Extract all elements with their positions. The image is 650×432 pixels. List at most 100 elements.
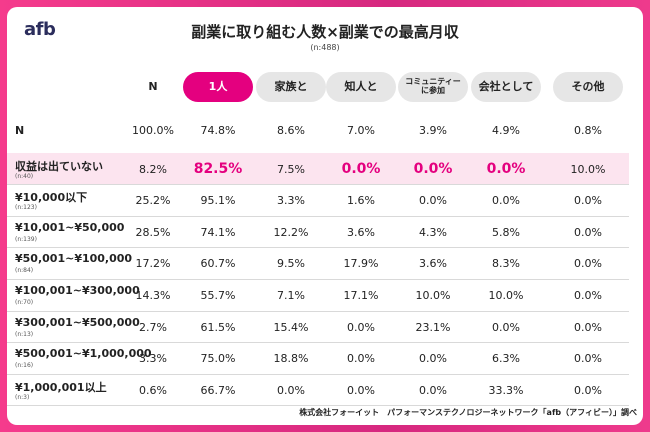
cell: 0.0% <box>492 320 520 334</box>
row-n: (n:123) <box>15 204 37 212</box>
column-header: その他 <box>553 72 623 102</box>
cell: 3.6% <box>347 225 375 239</box>
row-separator <box>7 215 629 217</box>
cell: 15.4% <box>273 320 309 334</box>
cell: 0.0% <box>574 383 602 397</box>
cell: 14.3% <box>135 289 171 302</box>
cell: 0.0% <box>574 320 602 334</box>
cell: 0.0% <box>413 160 453 177</box>
card: afb 副業に取り組む人数×副業での最高月収 (n:488) 株式会社フォーイッ… <box>7 7 643 425</box>
row-label: ¥10,000以下 <box>15 191 88 205</box>
row-n: (n:84) <box>15 267 34 275</box>
cell: 74.8% <box>200 124 236 137</box>
row-n: (n:40) <box>15 172 34 180</box>
cell: 23.1% <box>415 320 451 334</box>
cell: 0.0% <box>341 160 381 177</box>
subtitle: (n:488) <box>310 43 340 52</box>
cell: 74.1% <box>200 225 236 239</box>
cell: 0.0% <box>574 257 602 271</box>
cell: 17.2% <box>135 257 171 271</box>
column-header: 会社として <box>471 72 541 102</box>
row-label: ¥300,001~¥500,000 <box>15 315 140 329</box>
row-n: (n:139) <box>15 235 37 243</box>
footer: 株式会社フォーイット パフォーマンステクノロジーネットワーク「afb（アフィビー… <box>299 408 637 417</box>
cell: 1.6% <box>347 194 375 208</box>
row-label: ¥50,001~¥100,000 <box>15 252 133 266</box>
cell: 8.6% <box>277 124 305 137</box>
cell: 82.5% <box>193 160 243 177</box>
row-separator <box>7 405 629 407</box>
column-header: コミュニティー に参加 <box>398 72 468 102</box>
cell: 100.0% <box>132 124 174 137</box>
row-label: ¥500,001~¥1,000,000 <box>15 347 152 361</box>
cell: 10.0% <box>570 162 606 176</box>
cell: 7.1% <box>277 289 305 302</box>
cell: 0.0% <box>492 194 520 208</box>
cell: 12.2% <box>273 225 309 239</box>
row-n: (n:70) <box>15 299 34 306</box>
cell: 0.0% <box>574 352 602 366</box>
cell: 0.0% <box>574 289 602 302</box>
row-label: ¥10,001~¥50,000 <box>15 220 125 234</box>
cell: 25.2% <box>135 194 171 208</box>
cell: 9.5% <box>277 257 305 271</box>
cell: 3.9% <box>419 124 447 137</box>
cell: 0.0% <box>486 160 526 177</box>
cell: 6.3% <box>492 352 520 366</box>
row-n: (n:13) <box>15 330 34 338</box>
cell: 66.7% <box>200 383 236 397</box>
cell: 33.3% <box>488 383 524 397</box>
column-header: N <box>148 79 158 93</box>
cell: 3.6% <box>419 257 447 271</box>
row-separator <box>7 310 629 312</box>
row-n: (n:16) <box>15 362 34 370</box>
cell: 5.8% <box>492 225 520 239</box>
row-label: N <box>15 124 25 137</box>
cell: 75.0% <box>200 352 236 366</box>
row-separator <box>7 247 629 249</box>
cell: 0.0% <box>574 225 602 239</box>
cell: 0.8% <box>574 124 602 137</box>
title: 副業に取り組む人数×副業での最高月収 <box>191 23 459 41</box>
cell: 4.9% <box>492 124 520 137</box>
cell: 10.0% <box>488 289 524 302</box>
cell: 17.9% <box>343 257 379 271</box>
cell: 0.0% <box>347 352 375 366</box>
row-separator <box>7 184 629 186</box>
cell: 0.0% <box>277 383 305 397</box>
cell: 28.5% <box>135 225 171 239</box>
cell: 3.3% <box>139 352 167 366</box>
cell: 0.0% <box>419 194 447 208</box>
cell: 17.1% <box>343 289 379 302</box>
cell: 0.6% <box>139 383 167 397</box>
cell: 61.5% <box>200 320 236 334</box>
cell: 3.3% <box>277 194 305 208</box>
cell: 4.3% <box>419 225 447 239</box>
cell: 0.0% <box>574 194 602 208</box>
cell: 8.3% <box>492 257 520 271</box>
cell: 0.0% <box>419 352 447 366</box>
cell: 2.7% <box>139 320 167 334</box>
row-label: ¥100,001~¥300,000 <box>15 284 140 297</box>
cell: 60.7% <box>200 257 236 271</box>
cell: 0.0% <box>347 320 375 334</box>
cell: 7.5% <box>277 162 305 176</box>
cell: 8.2% <box>139 162 167 176</box>
row-label: 収益は出ていない <box>15 159 103 173</box>
row-separator <box>7 342 629 344</box>
column-header: 1人 <box>183 72 253 102</box>
row-n: (n:3) <box>15 393 30 401</box>
cell: 18.8% <box>273 352 309 366</box>
cell: 95.1% <box>200 194 236 208</box>
row-separator <box>7 373 629 375</box>
cell: 0.0% <box>347 383 375 397</box>
column-header: 家族と <box>256 72 326 102</box>
cell: 55.7% <box>200 289 236 302</box>
logo: afb <box>24 19 56 40</box>
cell: 7.0% <box>347 124 375 137</box>
highlight-band <box>7 152 629 184</box>
cell: 0.0% <box>419 383 447 397</box>
row-label: ¥1,000,001以上 <box>15 380 107 394</box>
row-separator <box>7 279 629 280</box>
